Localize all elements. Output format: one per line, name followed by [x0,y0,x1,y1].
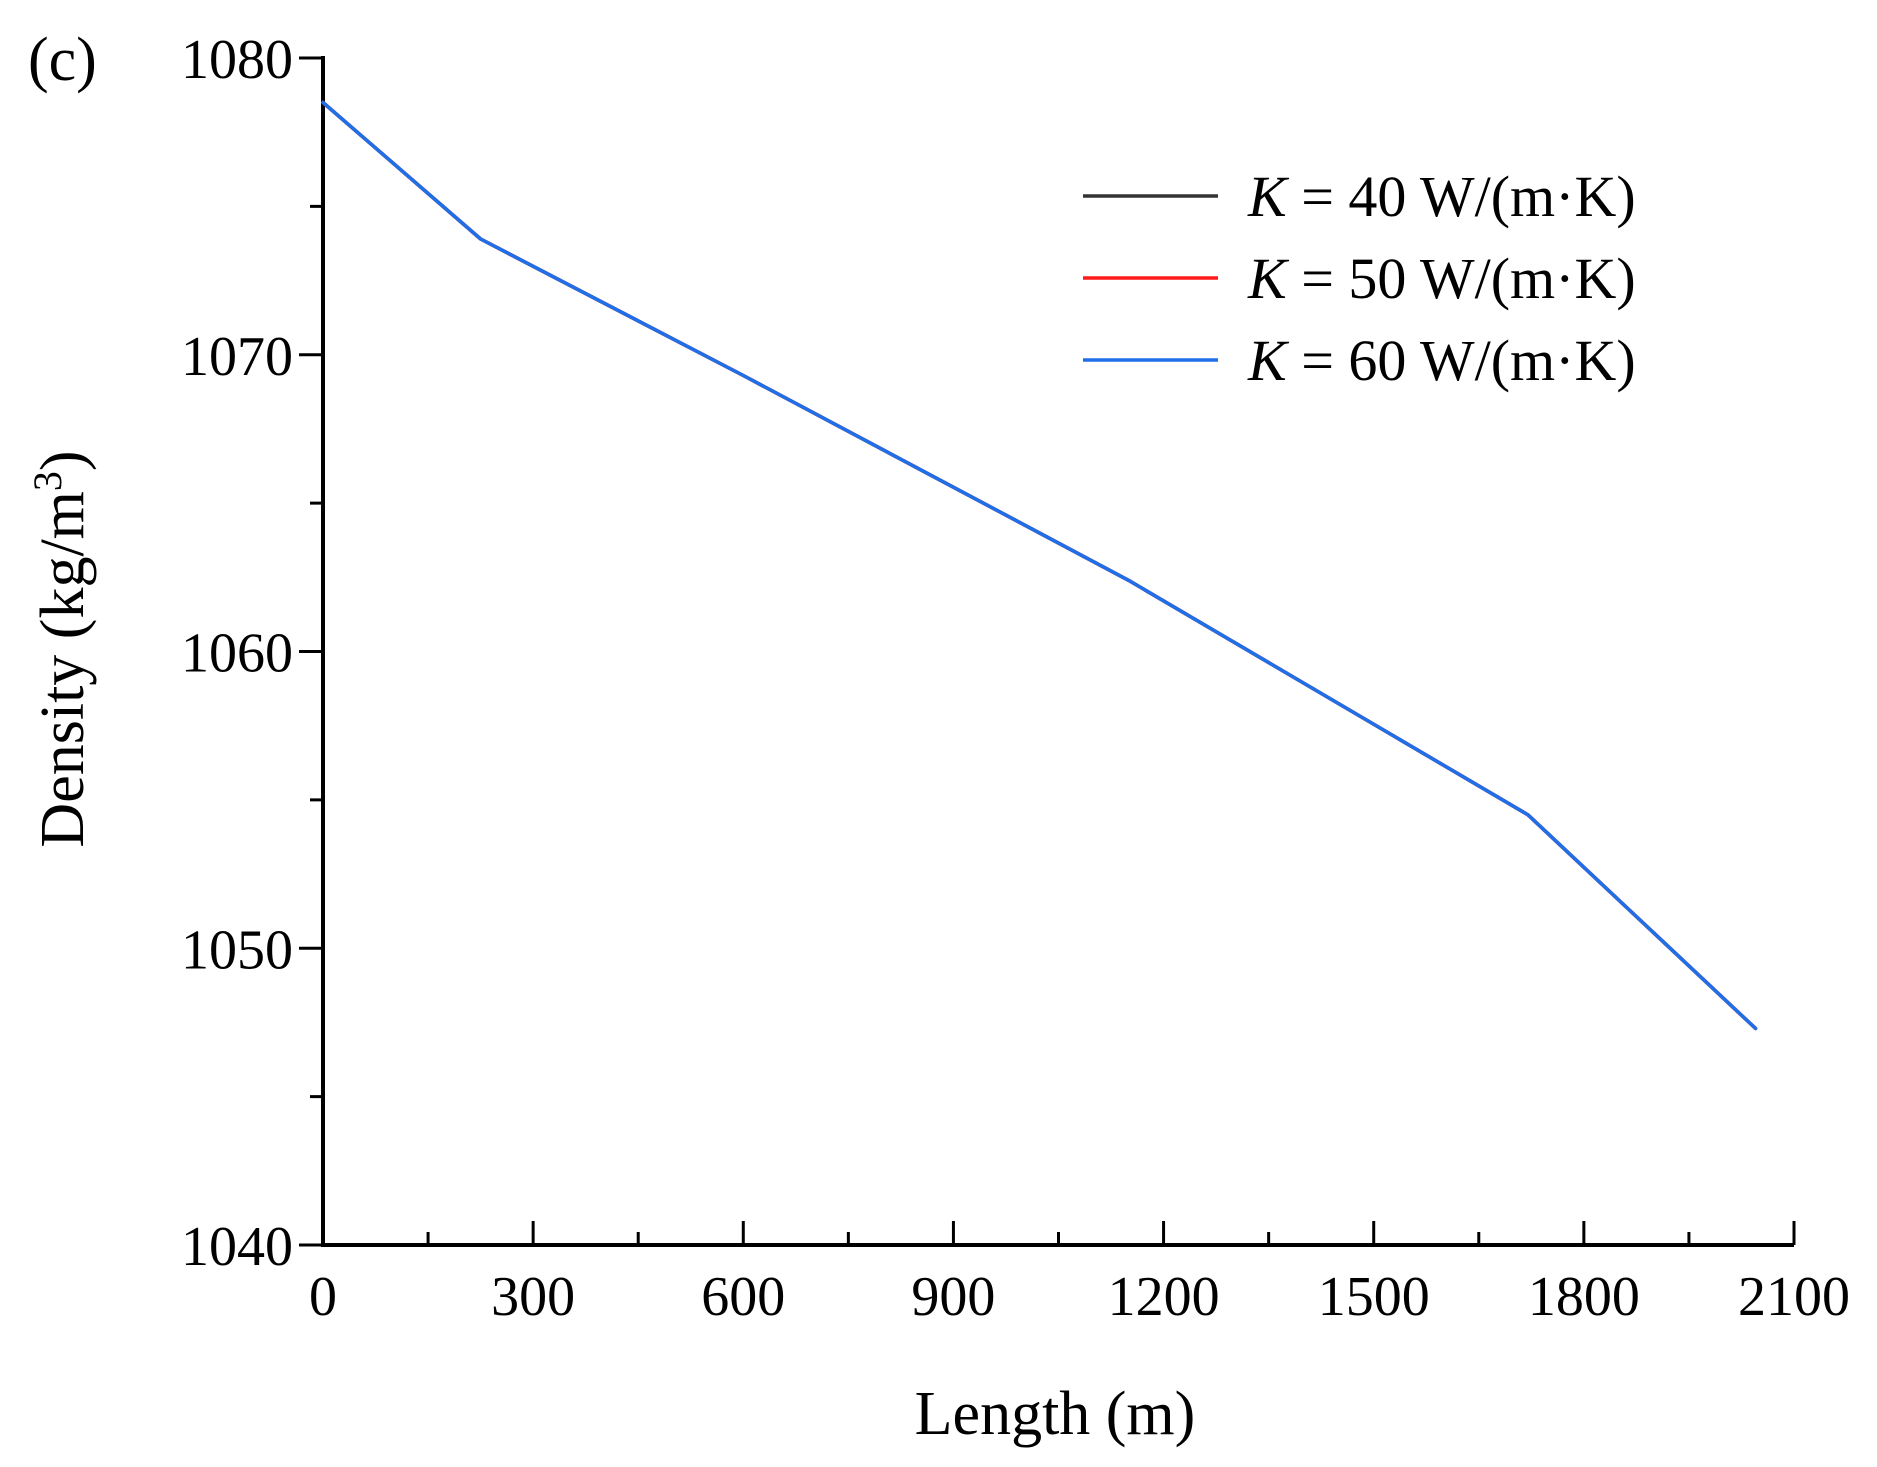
legend-label-3: K = 60 W/(m·K) [1247,328,1636,393]
x-axis-title: Length (m) [915,1380,1196,1448]
y-axis-title-close: ) [29,450,97,471]
y-axis-title: Density (kg/m3) [25,450,98,847]
legend-value: = 40 W/(m·K) [1287,164,1636,229]
legend-value: = 50 W/(m·K) [1287,246,1636,311]
series-line-1 [321,100,1758,1031]
x-tick-label: 0 [309,1266,337,1328]
legend-label-2: K = 50 W/(m·K) [1247,246,1636,311]
legend-variable: K [1247,328,1290,393]
legend-value: = 60 W/(m·K) [1287,328,1636,393]
y-tick-label: 1070 [181,326,293,388]
x-tick-label: 1500 [1318,1266,1430,1328]
panel-label: (c) [28,26,97,94]
axes: 0 300 600 900 1200 1500 1800 2100 1040 1050 1060 10… [181,29,1850,1328]
y-axis-title-main: Density (kg/m [29,491,97,847]
y-axis-title-superscript: 3 [25,471,70,491]
y-tick-label: 1080 [181,29,293,91]
legend-variable: K [1247,246,1290,311]
series-line-3 [321,100,1758,1031]
x-tick-label: 600 [701,1266,785,1328]
legend: K = 40 W/(m·K)K = 50 W/(m·K)K = 60 W/(m·… [1083,164,1636,393]
x-tick-label: 2100 [1738,1266,1850,1328]
legend-variable: K [1247,164,1290,229]
y-tick-label: 1060 [181,623,293,685]
series-line-2 [321,100,1758,1031]
x-tick-label: 300 [491,1266,575,1328]
y-tick-label: 1050 [181,919,293,981]
plot-lines [321,100,1758,1031]
y-tick-label: 1040 [181,1216,293,1278]
legend-label-1: K = 40 W/(m·K) [1247,164,1636,229]
x-tick-label: 1200 [1108,1266,1220,1328]
x-tick-label: 900 [911,1266,995,1328]
x-tick-label: 1800 [1528,1266,1640,1328]
